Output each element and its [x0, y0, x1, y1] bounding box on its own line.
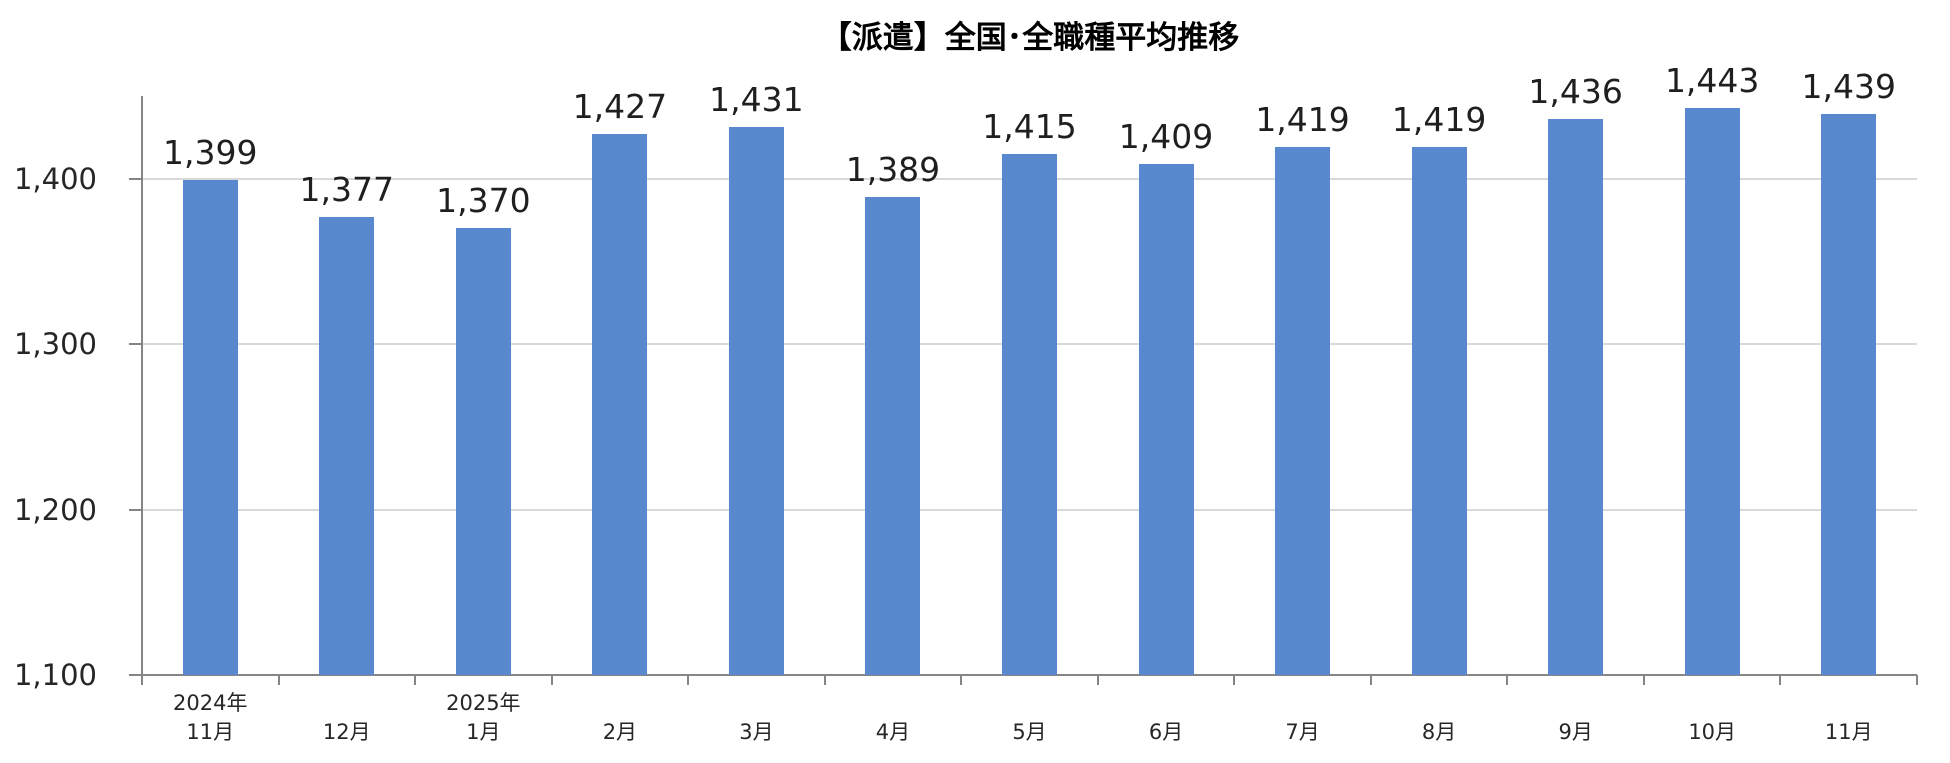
- x-axis-tick: [687, 675, 690, 685]
- bar-value-label: 1,415: [982, 106, 1077, 146]
- bar-value-label: 1,409: [1118, 116, 1214, 156]
- x-axis-tick: [960, 675, 963, 685]
- x-axis-tick: [1233, 675, 1236, 685]
- x-axis-line: [129, 674, 1917, 676]
- bar-value-label: 1,439: [1801, 67, 1896, 107]
- x-axis-tick: [823, 675, 826, 685]
- plot-area: 1,100 1,200 1,300 1,400 1,399 2024年 11月 1,377 12…: [14, 61, 1918, 744]
- bar: [319, 216, 375, 675]
- bar-value-label: 1,427: [572, 87, 668, 127]
- x-axis-month-label: 11月: [1824, 720, 1873, 744]
- bar: [1138, 163, 1194, 675]
- x-axis-month-label: 3月: [739, 720, 774, 744]
- x-axis-month-label: 8月: [1421, 720, 1457, 744]
- bar: [455, 228, 511, 675]
- x-axis-tick: [550, 675, 553, 685]
- bar-value-label: 1,399: [163, 133, 258, 173]
- x-axis-tick: [1916, 675, 1918, 685]
- chart-title: 【派遣】全国･全職種平均推移: [820, 20, 1240, 56]
- y-axis-line: [141, 96, 143, 675]
- x-axis-year-label: 2024年: [173, 691, 248, 715]
- y-axis-tick-label: 1,300: [13, 327, 97, 362]
- x-axis-month-label: 6月: [1148, 720, 1184, 744]
- y-axis-tick-label: 1,200: [13, 492, 97, 527]
- x-axis-month-label: 12月: [322, 720, 371, 744]
- bar: [1411, 147, 1467, 675]
- bar-value-label: 1,419: [1255, 100, 1350, 140]
- x-axis-month-label: 4月: [875, 720, 911, 744]
- bar: [1684, 107, 1740, 675]
- bar: [1002, 153, 1057, 675]
- x-axis-month-label: 9月: [1558, 720, 1593, 744]
- x-axis-tick: [1096, 675, 1099, 685]
- bar-value-label: 1,419: [1391, 100, 1487, 140]
- x-axis-tick: [1369, 675, 1372, 685]
- bar: [1548, 119, 1604, 675]
- bar: [592, 134, 648, 675]
- y-axis-tick: [129, 508, 142, 511]
- bar: [1275, 147, 1331, 675]
- bar-value-label: 1,377: [299, 169, 395, 209]
- x-axis-tick: [1779, 675, 1782, 685]
- x-axis-month-label: 7月: [1285, 720, 1320, 744]
- y-axis-tick: [129, 177, 142, 180]
- x-axis-month-label: 10月: [1688, 720, 1737, 744]
- bar-value-label: 1,389: [845, 149, 941, 189]
- x-axis-month-label: 11月: [186, 720, 235, 744]
- y-axis-tick: [129, 343, 142, 346]
- x-axis-month-label: 2月: [602, 720, 638, 744]
- x-axis-tick: [414, 675, 417, 685]
- bar-value-label: 1,370: [436, 181, 531, 221]
- bar-value-label: 1,436: [1528, 72, 1623, 112]
- x-axis-tick: [1642, 675, 1645, 685]
- x-axis-tick: [1506, 675, 1509, 685]
- y-axis-tick-label: 1,400: [13, 161, 97, 196]
- bar: [1821, 114, 1877, 675]
- bar: [728, 127, 784, 675]
- bar-value-label: 1,443: [1664, 60, 1760, 100]
- x-axis-month-label: 5月: [1012, 720, 1047, 744]
- bar-value-label: 1,431: [709, 80, 804, 120]
- y-axis-tick-label: 1,100: [13, 658, 97, 692]
- bar: [182, 180, 238, 675]
- x-axis-month-label: 1月: [466, 720, 501, 744]
- x-axis-year-label: 2025年: [446, 691, 521, 715]
- x-axis-tick: [141, 675, 143, 685]
- bar: [865, 196, 921, 675]
- x-axis-tick: [277, 675, 280, 685]
